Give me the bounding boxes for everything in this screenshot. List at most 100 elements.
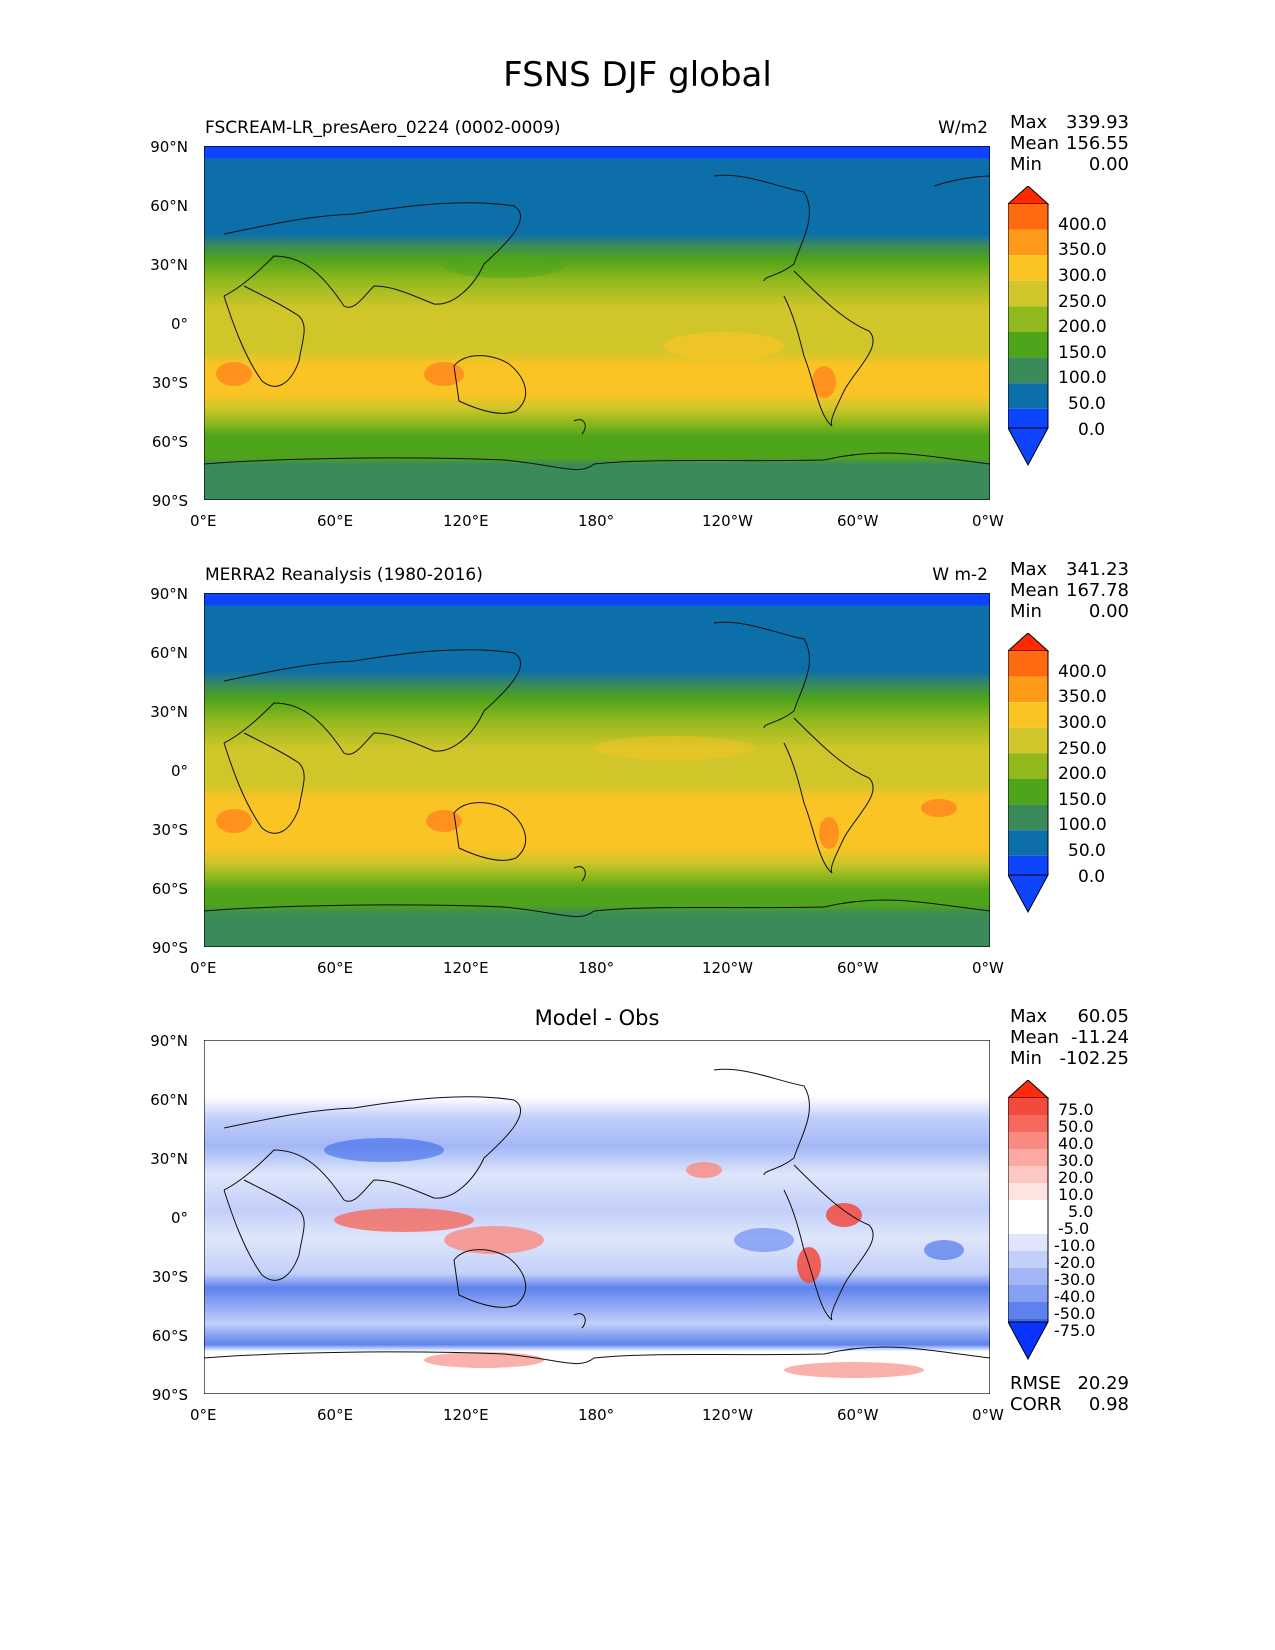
- panel2-colorbar: [1008, 633, 1050, 914]
- panel1-cb-label-8: 0.0: [1078, 420, 1106, 440]
- panel1-left-title: FSCREAM-LR_presAero_0224 (0002-0009): [205, 118, 561, 138]
- panel1-lon-0w: 0°W: [972, 512, 1004, 530]
- panel2-units: W m-2: [932, 565, 988, 585]
- panel2-lat-0: 0°: [170, 762, 188, 780]
- panel3-cb-label-13: -75.0: [1054, 1321, 1096, 1340]
- panel3-stat-max-value: 60.05: [1077, 1006, 1129, 1027]
- panel2-stat-mean-label: Mean: [1010, 580, 1060, 601]
- panel1-lon-60w: 60°W: [837, 512, 879, 530]
- panel2-lat-60n: 60°N: [150, 644, 188, 662]
- panel1-cb-label-6: 100.0: [1058, 368, 1107, 388]
- panel3-cb-label-10: -30.0: [1054, 1270, 1096, 1289]
- panel3-lat-30s: 30°S: [151, 1268, 188, 1286]
- panel3-stat-mean-label: Mean: [1010, 1027, 1060, 1048]
- panel3-lon-60w: 60°W: [837, 1406, 879, 1424]
- panel3-lat-90n: 90°N: [150, 1032, 188, 1050]
- panel1-lat-60s: 60°S: [151, 433, 188, 451]
- panel3-corr-value: 0.98: [1088, 1394, 1129, 1415]
- panel1-cb-label-7: 50.0: [1068, 394, 1106, 414]
- panel2-stat-mean-value: 167.78: [1066, 580, 1129, 601]
- panel2-lon-120w: 120°W: [702, 959, 753, 977]
- panel2-stat-min-value: 0.00: [1088, 601, 1129, 622]
- panel1-cb-label-5: 150.0: [1058, 343, 1107, 363]
- panel2-lat-90n: 90°N: [150, 585, 188, 603]
- panel2-lon-120e: 120°E: [443, 959, 489, 977]
- panel1-stat-max-value: 339.93: [1066, 112, 1129, 133]
- panel3-cb-label-1: 50.0: [1058, 1117, 1094, 1136]
- panel3-colorbar: [1008, 1080, 1050, 1361]
- panel2-map: [204, 593, 990, 947]
- panel1-lon-120e: 120°E: [443, 512, 489, 530]
- panel1-lon-180: 180°: [578, 512, 615, 530]
- panel1-stat-mean-value: 156.55: [1066, 133, 1129, 154]
- panel2-lat-60s: 60°S: [151, 880, 188, 898]
- panel1-cb-label-1: 350.0: [1058, 240, 1107, 260]
- panel1-lat-0: 0°: [170, 315, 188, 333]
- panel3-lon-120w: 120°W: [702, 1406, 753, 1424]
- panel2-lon-180: 180°: [578, 959, 615, 977]
- panel1-map: [204, 146, 990, 500]
- panel2-cb-label-3: 250.0: [1058, 739, 1107, 759]
- panel3-cb-label-8: -10.0: [1054, 1236, 1096, 1255]
- panel3-stat-min-label: Min: [1010, 1048, 1042, 1069]
- panel3-cb-label-9: -20.0: [1054, 1253, 1096, 1272]
- panel3-center-title: Model - Obs: [534, 1006, 660, 1030]
- panel1-cb-label-0: 400.0: [1058, 215, 1107, 235]
- panel3-lon-180: 180°: [578, 1406, 615, 1424]
- panel2-cb-label-1: 350.0: [1058, 687, 1107, 707]
- panel1-units: W/m2: [938, 118, 988, 138]
- panel3-cb-label-6: 5.0: [1068, 1202, 1094, 1221]
- panel2-stat-max-value: 341.23: [1066, 559, 1129, 580]
- panel1-lat-30s: 30°S: [151, 374, 188, 392]
- panel3-lat-60s: 60°S: [151, 1327, 188, 1345]
- panel1-cb-label-3: 250.0: [1058, 292, 1107, 312]
- panel1-lat-90s: 90°S: [151, 492, 188, 510]
- panel3-lat-60n: 60°N: [150, 1091, 188, 1109]
- panel1-stat-min-value: 0.00: [1088, 154, 1129, 175]
- panel3-lon-120e: 120°E: [443, 1406, 489, 1424]
- panel2-cb-label-4: 200.0: [1058, 764, 1107, 784]
- panel1-lat-90n: 90°N: [150, 138, 188, 156]
- panel3-rmse-value: 20.29: [1077, 1373, 1129, 1394]
- panel3-lon-60e: 60°E: [317, 1406, 354, 1424]
- panel3-stat-max-label: Max: [1010, 1006, 1048, 1027]
- panel3-cb-label-0: 75.0: [1058, 1100, 1094, 1119]
- panel2-cb-label-0: 400.0: [1058, 662, 1107, 682]
- panel3-cb-label-2: 40.0: [1058, 1134, 1094, 1153]
- panel1-cb-label-4: 200.0: [1058, 317, 1107, 337]
- panel3-cb-label-4: 20.0: [1058, 1168, 1094, 1187]
- panel3-rmse-label: RMSE: [1010, 1373, 1061, 1394]
- panel3-lon-0w: 0°W: [972, 1406, 1004, 1424]
- panel3-cb-label-3: 30.0: [1058, 1151, 1094, 1170]
- panel3-lon-0e: 0°E: [190, 1406, 217, 1424]
- panel1-stat-max-label: Max: [1010, 112, 1048, 133]
- panel2-cb-label-2: 300.0: [1058, 713, 1107, 733]
- panel1-colorbar: [1008, 186, 1050, 467]
- panel1-cb-label-2: 300.0: [1058, 266, 1107, 286]
- panel2-lon-0e: 0°E: [190, 959, 217, 977]
- panel2-lon-0w: 0°W: [972, 959, 1004, 977]
- panel2-cb-label-6: 100.0: [1058, 815, 1107, 835]
- panel3-cb-label-11: -40.0: [1054, 1287, 1096, 1306]
- panel2-lat-30s: 30°S: [151, 821, 188, 839]
- panel1-lon-0e: 0°E: [190, 512, 217, 530]
- panel2-lon-60w: 60°W: [837, 959, 879, 977]
- panel1-stat-mean-label: Mean: [1010, 133, 1060, 154]
- panel2-cb-label-5: 150.0: [1058, 790, 1107, 810]
- panel2-lat-30n: 30°N: [150, 703, 188, 721]
- panel2-lat-90s: 90°S: [151, 939, 188, 957]
- panel3-cb-label-12: -50.0: [1054, 1304, 1096, 1323]
- panel3-lat-30n: 30°N: [150, 1150, 188, 1168]
- panel3-stat-min-value: -102.25: [1059, 1048, 1129, 1069]
- panel3-lat-0: 0°: [170, 1209, 188, 1227]
- panel1-lat-60n: 60°N: [150, 197, 188, 215]
- panel2-stat-max-label: Max: [1010, 559, 1048, 580]
- panel1-lon-120w: 120°W: [702, 512, 753, 530]
- panel3-stat-mean-value: -11.24: [1070, 1027, 1129, 1048]
- panel3-lat-90s: 90°S: [151, 1386, 188, 1404]
- panel3-cb-label-7: -5.0: [1058, 1219, 1090, 1238]
- panel2-stat-min-label: Min: [1010, 601, 1042, 622]
- panel1-lon-60e: 60°E: [317, 512, 354, 530]
- panel2-lon-60e: 60°E: [317, 959, 354, 977]
- panel3-cb-label-5: 10.0: [1058, 1185, 1094, 1204]
